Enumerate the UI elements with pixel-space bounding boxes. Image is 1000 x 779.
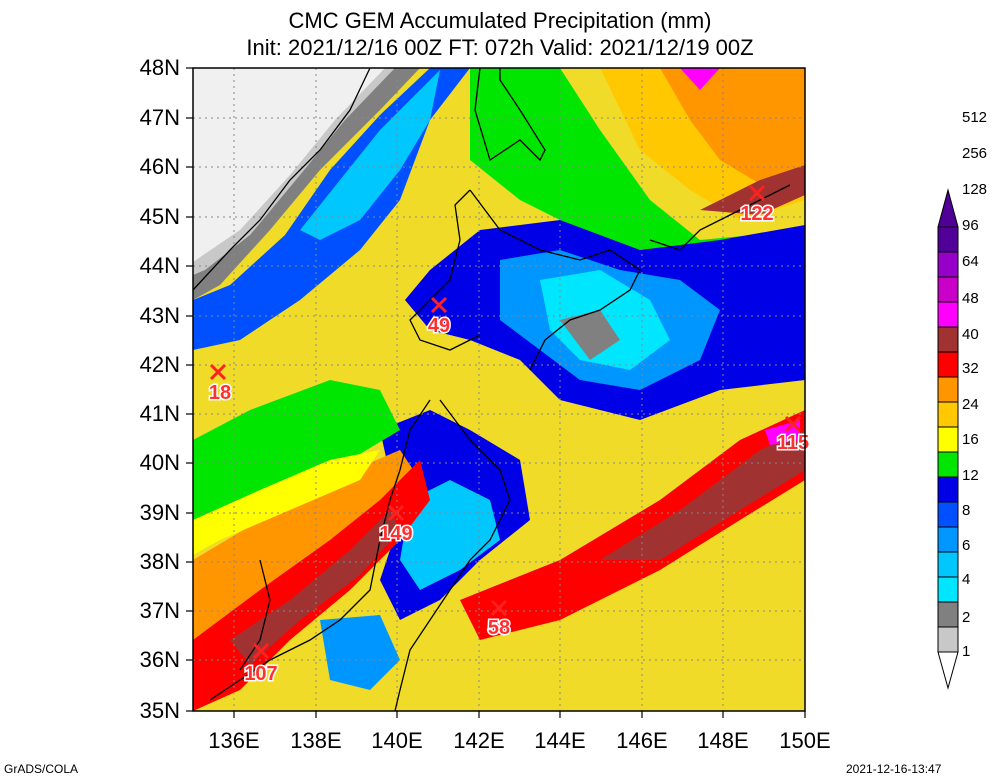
lat-label: 42N (139, 352, 180, 377)
colorbar-swatch (937, 251, 959, 278)
max-marker (387, 504, 405, 522)
colorbar-swatch (937, 401, 959, 428)
map-frame (192, 67, 806, 712)
max-label: 58 (488, 617, 510, 639)
colorbar-low-arrow (937, 651, 959, 690)
precip-band-red-se (460, 410, 805, 640)
precip-band-white (193, 68, 385, 262)
map-subtitle: Init: 2021/12/16 00Z FT: 072h Valid: 202… (246, 35, 754, 60)
colorbar-label: 24 (962, 396, 979, 413)
lat-label: 40N (139, 450, 180, 475)
colorbar-label: 96 (962, 217, 979, 234)
max-label: 122 (740, 203, 773, 225)
lat-label: 37N (139, 598, 180, 623)
lon-label: 150E (779, 728, 831, 753)
map-title: CMC GEM Accumulated Precipitation (mm) (288, 8, 712, 33)
precip-band-red-ne (660, 68, 805, 190)
colorbar-label: 40 (962, 326, 979, 343)
lon-label: 146E (616, 728, 668, 753)
colorbar-label: 512 (962, 109, 988, 126)
precip-band-green-sw (193, 380, 400, 530)
colorbar-label: 32 (962, 360, 979, 377)
colorbar-label: 12 (962, 467, 979, 484)
max-marker (490, 599, 508, 617)
precip-band-darkred-se (600, 430, 805, 560)
colorbar-label: 4 (962, 571, 971, 588)
footer-software: GrADS/COLA (4, 762, 79, 776)
lat-label: 44N (139, 253, 180, 278)
max-label: 107 (244, 663, 277, 685)
colorbar-label: 64 (962, 253, 979, 270)
precip-band-darkred-sw (230, 510, 400, 665)
max-marker (784, 415, 802, 433)
footer-timestamp: 2021-12-16-13:47 (846, 762, 942, 776)
colorbar-swatch (937, 576, 959, 603)
lon-label: 140E (371, 728, 423, 753)
colorbar-swatch (937, 326, 959, 353)
precip-band-lightblue-nw (300, 70, 440, 240)
colorbar-swatch (937, 426, 959, 453)
colorbar-label: 48 (962, 290, 979, 307)
colorbar-swatch (937, 451, 959, 478)
colorbar-swatch (937, 476, 959, 503)
max-label: 149 (379, 523, 412, 545)
lat-label: 46N (139, 154, 180, 179)
lat-label: 35N (139, 698, 180, 723)
lat-label: 41N (139, 401, 180, 426)
lat-label: 45N (139, 204, 180, 229)
graticule (193, 68, 805, 711)
precip-band-magenta-ne (680, 68, 720, 90)
colorbar-label: 256 (962, 145, 988, 162)
maxima-labels: 18 49 122 115 149 58 107 (207, 202, 810, 687)
max-marker (748, 184, 766, 202)
precip-band-gray-center (560, 310, 620, 360)
colorbar-label: 16 (962, 431, 979, 448)
max-marker (252, 642, 270, 660)
colorbar-swatch (937, 301, 959, 328)
max-label: 18 (209, 382, 231, 404)
max-marker (430, 296, 448, 314)
colorbar-label: 8 (962, 502, 971, 519)
colorbar-swatch (937, 501, 959, 528)
axis-ticks (186, 67, 806, 718)
maxima-markers (209, 184, 802, 660)
lon-label: 142E (453, 728, 505, 753)
lat-label: 36N (139, 647, 180, 672)
lon-label: 144E (534, 728, 586, 753)
lat-label: 39N (139, 500, 180, 525)
lon-label: 138E (290, 728, 342, 753)
precip-band-blue-southwest (320, 615, 400, 690)
colorbar-swatch (937, 601, 959, 628)
max-marker (209, 363, 227, 381)
lat-label: 48N (139, 55, 180, 80)
precip-band-yellow-sw (193, 450, 380, 555)
colorbar-label: 1 (962, 643, 971, 660)
lat-label: 47N (139, 105, 180, 130)
precip-field (193, 68, 805, 711)
colorbar-label: 128 (962, 181, 988, 198)
precip-band-lightblue-honshu (400, 480, 500, 590)
colorbar-swatch (937, 526, 959, 553)
colorbar (937, 188, 959, 690)
lat-label: 38N (139, 549, 180, 574)
lon-label: 148E (697, 728, 749, 753)
colorbar-label: 6 (962, 537, 971, 554)
colorbar-swatch (937, 376, 959, 403)
colorbar-swatch (937, 351, 959, 378)
colorbar-label: 2 (962, 609, 971, 626)
lon-label: 136E (208, 728, 260, 753)
max-label: 49 (428, 315, 450, 337)
colorbar-swatch (937, 626, 959, 653)
lat-label: 43N (139, 303, 180, 328)
coastlines (192, 67, 791, 712)
colorbar-swatch (937, 276, 959, 303)
colorbar-swatch (937, 226, 959, 253)
colorbar-high-arrow (937, 188, 959, 228)
colorbar-swatch (937, 551, 959, 578)
